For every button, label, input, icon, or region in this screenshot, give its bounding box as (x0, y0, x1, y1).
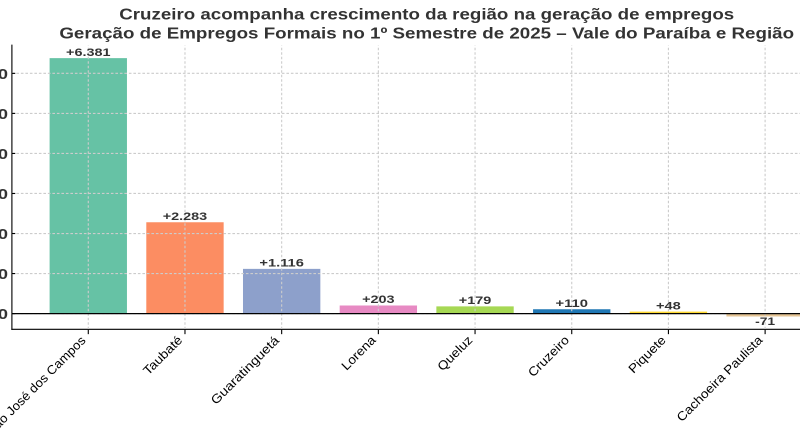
svg-text:+1.116: +1.116 (259, 258, 303, 270)
svg-text:+6.381: +6.381 (66, 47, 110, 59)
svg-text:+179: +179 (459, 295, 492, 307)
svg-text:2000: 2000 (0, 227, 8, 243)
svg-text:1000: 1000 (0, 267, 8, 283)
svg-text:Cruzeiro acompanha crescimento: Cruzeiro acompanha crescimento da região… (119, 7, 734, 24)
svg-text:Geração de Empregos Formais no: Geração de Empregos Formais no 1º Semest… (59, 25, 794, 42)
svg-text:-71: -71 (755, 316, 775, 328)
svg-text:3000: 3000 (0, 187, 8, 203)
svg-text:4000: 4000 (0, 147, 8, 163)
svg-text:+203: +203 (362, 294, 395, 306)
svg-text:6000: 6000 (0, 67, 8, 83)
svg-text:+110: +110 (555, 298, 588, 310)
svg-text:+2.283: +2.283 (163, 211, 207, 223)
svg-text:5000: 5000 (0, 107, 8, 123)
svg-text:+48: +48 (656, 300, 681, 312)
svg-text:0: 0 (0, 307, 8, 323)
